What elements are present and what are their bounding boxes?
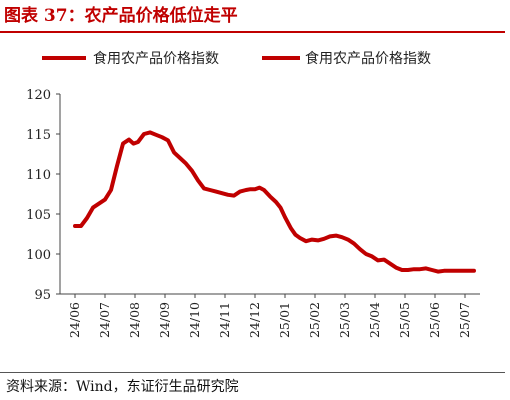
y-tick-label: 115 xyxy=(26,128,51,143)
x-tick-label: 25/04 xyxy=(367,302,382,338)
x-tick-label: 24/09 xyxy=(157,302,172,338)
x-tick-label: 25/01 xyxy=(277,302,292,338)
y-tick-label: 110 xyxy=(26,168,51,183)
x-tick-label: 25/02 xyxy=(307,302,322,338)
legend-label-2: 食用农产品价格指数 xyxy=(305,50,431,67)
chart-plot-area xyxy=(73,130,476,274)
x-tick-label: 24/06 xyxy=(67,302,82,338)
title-divider xyxy=(0,31,505,33)
series-line-1 xyxy=(73,130,476,274)
x-tick-label: 24/10 xyxy=(187,302,202,338)
figure-title: 图表 37：农产品价格低位走平 xyxy=(4,6,238,26)
x-tick-label: 25/03 xyxy=(337,302,352,338)
source-note: 资料来源：Wind，东证衍生品研究院 xyxy=(6,379,239,395)
y-tick-label: 95 xyxy=(34,288,51,303)
x-tick-label: 24/08 xyxy=(127,302,142,338)
x-tick-label: 25/05 xyxy=(397,302,412,338)
x-tick-label: 24/07 xyxy=(97,302,112,338)
source-divider xyxy=(0,372,505,373)
y-tick-label: 120 xyxy=(26,88,51,103)
chart-legend: 食用农产品价格指数 食用农产品价格指数 xyxy=(42,50,431,67)
chart-axes: 95 100 105 110 115 120 24/06 24/07 24/08 24/09 24/… xyxy=(26,88,480,338)
y-tick-label: 105 xyxy=(26,208,51,223)
line-chart: 食用农产品价格指数 食用农产品价格指数 95 100 105 110 115 120 24/… xyxy=(26,50,480,338)
y-tick-label: 100 xyxy=(26,248,51,263)
x-tick-label: 24/12 xyxy=(247,302,262,338)
x-tick-label: 25/07 xyxy=(457,302,472,338)
x-tick-label: 25/06 xyxy=(427,302,442,338)
legend-label-1: 食用农产品价格指数 xyxy=(93,50,219,67)
x-tick-label: 24/11 xyxy=(217,302,232,338)
